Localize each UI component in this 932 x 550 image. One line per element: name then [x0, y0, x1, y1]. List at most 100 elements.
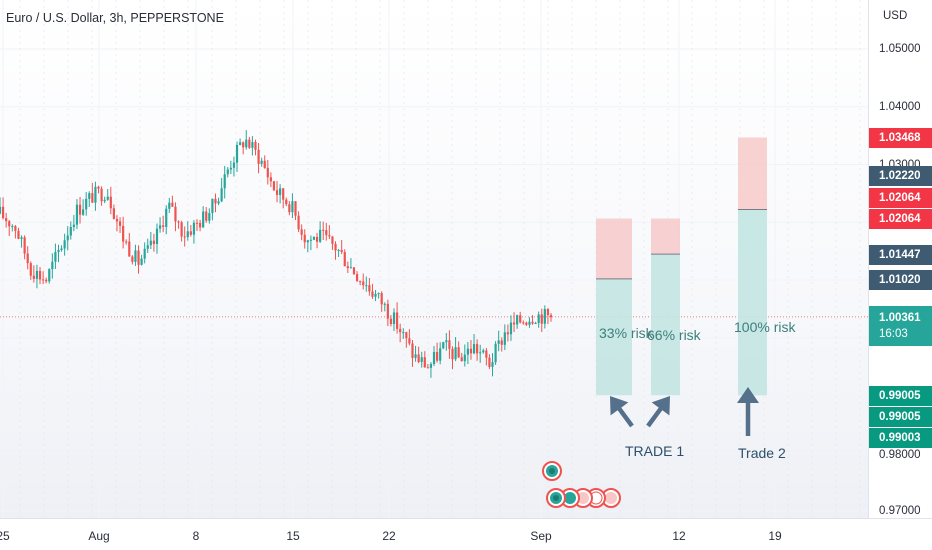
candle: [235, 141, 239, 172]
events-layer[interactable]: [542, 461, 621, 508]
stop-zone: [738, 137, 767, 210]
candle: [429, 362, 433, 378]
arrow-trade2[interactable]: [737, 387, 759, 436]
candle: [411, 340, 414, 367]
candle: [66, 226, 69, 251]
candle: [362, 273, 365, 290]
candle: [494, 341, 497, 365]
position-box[interactable]: [738, 137, 767, 396]
candle: [439, 342, 442, 365]
candle: [368, 278, 371, 296]
candle: [448, 330, 451, 359]
grid-layer: [0, 0, 868, 518]
candle: [205, 207, 208, 223]
position-box[interactable]: [651, 218, 680, 396]
candle: [408, 329, 411, 346]
stop-price-badge-trade2: 1.03468: [869, 128, 932, 148]
last-price-badge: 1.00361 16:03: [869, 306, 932, 346]
candle: [177, 220, 180, 229]
candle: [94, 181, 97, 211]
event-marker-top[interactable]: [542, 461, 562, 481]
candle: [328, 225, 331, 240]
candle: [469, 340, 473, 360]
candle: [5, 212, 8, 228]
candle: [445, 333, 448, 351]
event-marker-row[interactable]: [546, 488, 621, 508]
candle: [479, 344, 482, 363]
candle: [371, 283, 374, 299]
candle: [245, 130, 248, 150]
price-tick-1-04000: 1.04000: [879, 101, 921, 113]
candle: [162, 215, 165, 233]
candle: [17, 227, 20, 240]
candle: [322, 221, 325, 241]
candle: [0, 197, 2, 215]
candle: [516, 314, 519, 329]
candle: [300, 224, 303, 241]
candle: [519, 311, 522, 324]
candle: [269, 172, 272, 188]
candle: [451, 346, 454, 370]
candle: [26, 246, 29, 270]
arrow-trade1-left[interactable]: [610, 396, 634, 428]
candle: [45, 277, 48, 284]
candle: [285, 197, 288, 207]
candle: [402, 328, 405, 340]
candle: [399, 323, 402, 343]
candle: [152, 233, 156, 252]
candle: [41, 271, 45, 284]
candle: [325, 222, 328, 241]
candle: [118, 217, 122, 234]
candle: [11, 224, 14, 232]
time-tick-aug: Aug: [88, 529, 110, 543]
candle: [497, 330, 500, 352]
candle: [472, 334, 476, 355]
candle: [143, 242, 146, 264]
target-price-badge-33: 0.99005: [869, 386, 932, 406]
candle: [309, 235, 312, 251]
candle: [392, 308, 396, 332]
candle: [183, 226, 186, 247]
candle: [525, 321, 528, 327]
candle: [63, 233, 66, 256]
candle: [257, 142, 260, 174]
candle: [288, 201, 291, 216]
candle: [91, 182, 94, 204]
target-zone: [738, 209, 767, 396]
candle: [319, 221, 322, 243]
candle: [186, 221, 189, 241]
candle: [540, 308, 543, 332]
candle: [414, 345, 417, 362]
time-tick-25: 25: [0, 529, 10, 543]
arrow-trade1-right[interactable]: [646, 396, 670, 428]
candle: [294, 201, 297, 221]
stop-price-badge-33: 1.02064: [869, 209, 932, 229]
position-box[interactable]: [596, 218, 632, 396]
chart-canvas[interactable]: [0, 0, 868, 518]
candle: [359, 280, 362, 286]
candle: [383, 302, 386, 312]
price-tick-0-97000: 0.97000: [879, 505, 921, 517]
candle: [503, 324, 506, 351]
candle: [1, 197, 5, 220]
candle: [282, 187, 285, 209]
candle: [97, 185, 100, 194]
candle: [543, 305, 546, 329]
candle: [442, 341, 445, 350]
candle: [198, 219, 202, 232]
candle: [491, 353, 494, 377]
candle: [51, 253, 54, 279]
candle: [417, 346, 420, 364]
plot-area[interactable]: Euro / U.S. Dollar, 3h, PEPPERSTONE 33% …: [0, 0, 868, 518]
candle: [337, 248, 340, 258]
time-axis[interactable]: 25 Aug 8 15 22 Sep 12 19: [0, 518, 932, 550]
candle: [195, 219, 199, 231]
candle: [217, 197, 220, 206]
candle: [349, 258, 353, 269]
risk-label-100: 100% risk: [734, 319, 796, 335]
candle: [174, 202, 177, 232]
candle: [312, 236, 316, 241]
price-axis[interactable]: USD 1.05000 1.04000 1.03000 0.98000 0.97…: [868, 0, 932, 518]
candle: [109, 186, 112, 215]
